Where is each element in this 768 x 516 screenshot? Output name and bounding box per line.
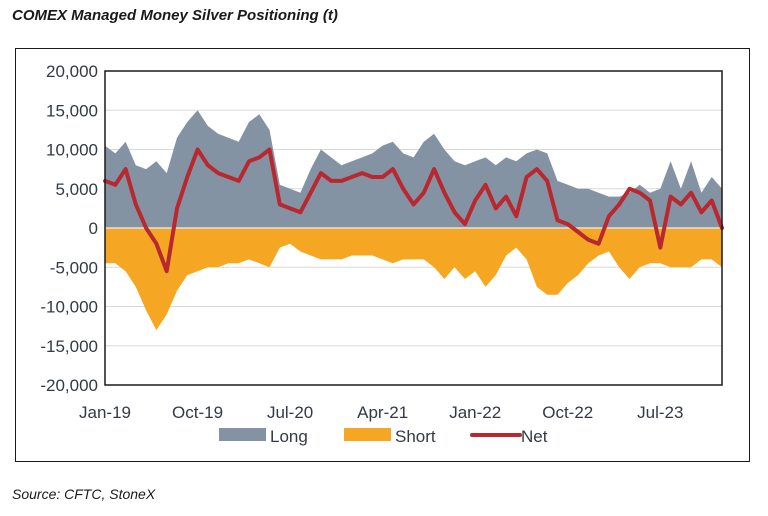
legend: Long Short Net	[219, 427, 548, 446]
legend-short-swatch	[344, 428, 391, 441]
series-areas	[105, 110, 722, 331]
y-tick-label: -20,000	[40, 376, 98, 395]
x-tick-label: Oct-19	[172, 403, 223, 422]
y-tick-label: -5,000	[50, 258, 98, 277]
x-tick-label: Jan-19	[79, 403, 131, 422]
x-tick-label: Jan-22	[449, 403, 501, 422]
series-lines	[103, 147, 724, 274]
y-tick-label: -10,000	[40, 298, 98, 317]
legend-long-label: Long	[270, 427, 308, 446]
legend-long-swatch	[219, 428, 266, 441]
source-note: Source: CFTC, StoneX	[12, 486, 156, 502]
y-tick-label: 0	[89, 219, 98, 238]
plot-area-border	[104, 70, 723, 386]
y-axis-ticks: 20,000 15,000 10,000 5,000 0 -5,000 -10,000 -15…	[40, 62, 98, 395]
x-tick-label: Jul-23	[637, 403, 683, 422]
chart-frame	[15, 48, 750, 462]
long-area	[105, 110, 722, 228]
x-axis-ticks: Jan-19 Oct-19 Jul-20 Apr-21 Jan-22 Oct-22 Jul-…	[79, 403, 683, 422]
x-tick-label: Apr-21	[357, 403, 408, 422]
x-tick-label: Oct-22	[542, 403, 593, 422]
short-area	[105, 228, 722, 331]
y-tick-label: 20,000	[46, 62, 98, 81]
y-tick-label: 10,000	[46, 141, 98, 160]
legend-short-label: Short	[395, 427, 436, 446]
net-line	[103, 147, 724, 274]
y-tick-label: 15,000	[46, 101, 98, 120]
chart-title: COMEX Managed Money Silver Positioning (…	[12, 7, 338, 24]
y-tick-label: -15,000	[40, 337, 98, 356]
y-tick-label: 5,000	[55, 180, 98, 199]
x-tick-label: Jul-20	[267, 403, 313, 422]
legend-net-label: Net	[521, 427, 548, 446]
